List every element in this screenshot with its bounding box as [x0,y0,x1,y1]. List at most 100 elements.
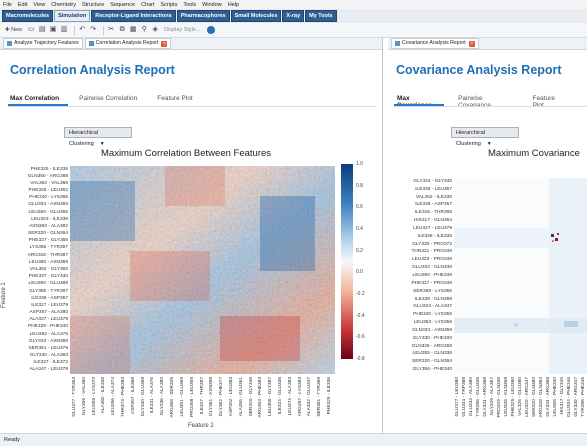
menu-file[interactable]: File [3,1,12,8]
row-label: ALA327 - LEU379 [29,317,68,323]
row-label: VAL362 - ILE336 [415,194,452,200]
column-label: ARG357 - LYS383 [297,377,303,417]
doc-tab-analyze-trajectory[interactable]: Analyze Trajectory Features [3,38,83,49]
module-tab-simulation[interactable]: Simulation [54,10,91,22]
new-label: New [11,27,23,33]
row-label: PHE317 - PRO346 [411,280,452,286]
folder-icon[interactable]: ▤ [38,26,46,33]
module-tab-receptor-ligand-interactions[interactable]: Receptor-Ligand Interactions [91,10,176,22]
menu-edit[interactable]: Edit [17,1,28,8]
tab-feature-plot[interactable]: Feature Plot [157,95,193,102]
heatmap-band [549,178,587,374]
tab-max-correlation[interactable]: Max Correlation [10,95,60,102]
close-icon[interactable]: × [161,40,168,47]
palette-icon[interactable]: ◈ [152,26,158,33]
refresh-icon[interactable] [206,26,215,34]
row-label: VAL362 - VAL366 [30,180,68,186]
column-label: GLY362 - PHE377 [219,377,225,417]
row-label: LEU353 - LYS356 [413,320,452,326]
menu-view[interactable]: View [33,1,46,8]
clustering-dropdown[interactable]: Hierarchical Clustering ▼ [451,127,519,147]
display-style-dropdown[interactable]: Display Style... [164,27,201,33]
row-label: LEU323 - ILE336 [31,216,68,222]
column-label: GLY356 - VAL360 [81,377,87,416]
colorbar-tick-label: -0.8 [356,356,365,362]
print-icon[interactable]: ▥ [60,26,68,33]
report-title: Correlation Analysis Report [10,63,175,77]
row-label: LEU360 - ASN369 [28,259,68,265]
tab-feature-plot[interactable]: Feature Plot [532,95,555,109]
menu-sequence[interactable]: Sequence [110,1,136,8]
chevron-down-icon: ▼ [486,141,492,147]
column-label: ILE324 - GLU336 [278,377,284,415]
menu-structure[interactable]: Structure [81,1,105,8]
row-label: PHE337 - GLY356 [28,238,68,244]
module-tab-pharmacophores[interactable]: Pharmacophores [176,10,230,22]
doc-tab-correlation-report[interactable]: Correlation Analysis Report × [84,38,172,49]
column-label: ASP352 - LEU383 [228,377,234,417]
heatmap-hotspot [551,234,554,237]
doc-tab-covariance-report[interactable]: Covariance Analysis Report × [391,38,479,49]
module-tab-x-ray[interactable]: X-ray [282,10,305,22]
column-label: LEU359 - LYS370 [91,377,97,416]
report-subtabs: Max Correlation Pairwise Correlation Fea… [10,95,213,102]
column-label: LEU326 - GLN368 [503,377,509,417]
close-icon[interactable]: × [468,40,475,47]
menu-tools[interactable]: Tools [183,1,197,8]
menu-window[interactable]: Window [202,1,222,8]
chart-title: Maximum Covariance [488,148,580,159]
menu-chemistry[interactable]: Chemistry [51,1,76,8]
document-icon [395,41,400,46]
column-label: GLY334 - ARG368 [482,377,488,417]
undo-icon[interactable]: ↶ [79,26,86,33]
cut-icon[interactable]: ✂ [108,26,115,33]
colorbar-tick-label: 0.6 [356,204,363,211]
row-labels: PHE325 - ILE336 GLN350 - ARG368 VAL362 - V… [0,166,68,374]
redo-icon[interactable]: ↷ [90,26,97,33]
tab-pairwise-covariance[interactable]: Pairwise Covariance [458,95,491,109]
new-button[interactable]: ✚ New [5,27,23,33]
column-label: THR373 - PHE383 [120,377,126,417]
column-label: ILE327 - THR387 [199,377,205,415]
find-icon[interactable]: ⚲ [141,26,147,33]
column-label: PRO329 - GLN336 [496,377,502,418]
clustering-dropdown[interactable]: Hierarchical Clustering ▼ [64,127,132,147]
row-label: PHE325 - LEU362 [28,188,68,194]
module-tab-small-molecules[interactable]: Small Molecules [230,10,282,22]
covariance-report-pane: Covariance Analysis Report × Covariance A… [388,38,587,433]
module-tab-macromolecules[interactable]: Macromolecules [2,10,54,22]
colorbar [341,164,353,359]
menu-help[interactable]: Help [227,1,240,8]
menu-scripts[interactable]: Scripts [160,1,178,8]
column-label: LEU356 - ALA374 [111,377,117,416]
column-label: GLY334 - ARG368 [545,377,551,417]
colorbar-tick-label: -0.2 [356,291,365,297]
heatmap-band [454,318,587,333]
tab-pairwise-correlation[interactable]: Pairwise Correlation [79,95,138,102]
paste-icon[interactable]: ▦ [129,26,137,33]
heatmap-block [220,316,300,361]
row-label: PHE325 - ILE336 [30,166,68,172]
heatmap-texture [70,166,335,374]
menu-chart[interactable]: Chart [141,1,155,8]
module-tab-my-tools[interactable]: My Tools [305,10,337,22]
save-icon[interactable]: ▣ [49,26,57,33]
row-label: ILE338 - GLN358 [414,296,452,302]
colorbar-tick-label: -0.6 [356,334,365,341]
column-label: ARG353 - PHE383 [258,377,264,418]
row-label: GLY356 - TYR397 [28,288,68,294]
row-label: PHE329 - PHE340 [28,324,68,330]
open-icon[interactable]: ▭ [27,26,35,33]
column-label: TYR396 - PHE346 [580,377,586,417]
heatmap-block [260,196,315,271]
row-label: LEU360 - GLU365 [28,209,68,215]
copy-icon[interactable]: ⧉ [119,26,125,33]
heatmap-block [165,166,225,206]
row-label: VAL362 - GLY365 [29,267,68,272]
column-label: SER320 - GLN380 [531,377,537,417]
row-label: LEU360 - GLU386 [28,281,68,287]
correlation-report-pane: Analyze Trajectory Features Correlation … [0,38,383,433]
report-title: Covariance Analysis Report [396,63,562,77]
doc-tab-label: Analyze Trajectory Features [14,40,79,46]
column-label: PHE325 - ILE336 [327,377,333,415]
